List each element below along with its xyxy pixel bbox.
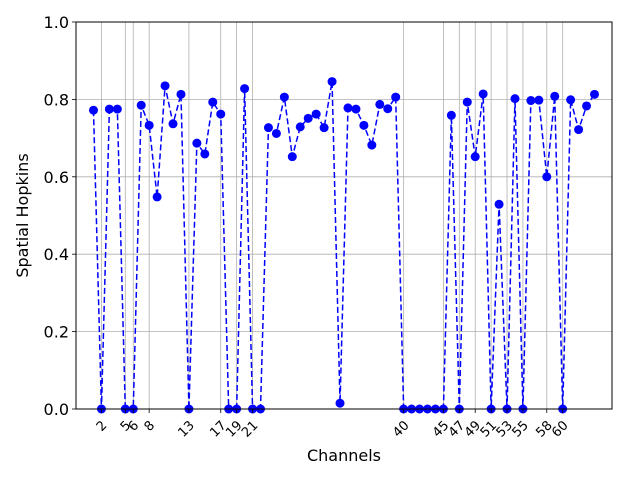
data-point — [271, 128, 281, 138]
data-point — [446, 110, 456, 120]
series-line — [92, 81, 596, 410]
y-tick-label: 0.6 — [44, 168, 69, 187]
y-axis-label: Spatial Hopkins — [13, 153, 32, 277]
plot-frame — [75, 21, 613, 410]
y-tick-label: 0.2 — [44, 323, 69, 342]
data-point — [144, 120, 154, 130]
data-point — [574, 125, 584, 135]
data-point — [295, 122, 305, 132]
data-point — [104, 104, 114, 114]
data-point — [351, 104, 361, 114]
data-point — [534, 95, 544, 105]
data-point — [478, 89, 488, 99]
data-point — [470, 152, 480, 162]
data-point — [263, 123, 273, 133]
data-point — [112, 104, 122, 114]
data-point — [200, 149, 210, 159]
data-point — [566, 95, 576, 105]
data-point — [550, 91, 560, 101]
data-point — [216, 109, 226, 119]
data-point — [582, 101, 592, 111]
data-point — [343, 103, 353, 113]
data-point — [303, 113, 313, 123]
data-point — [383, 104, 393, 114]
data-point — [176, 89, 186, 99]
y-tick-label: 0.0 — [44, 400, 69, 419]
data-point — [590, 89, 600, 99]
y-tick-label: 0.8 — [44, 90, 69, 109]
y-tick-label: 0.4 — [44, 245, 69, 264]
data-point — [542, 172, 552, 182]
data-point — [160, 81, 170, 91]
series-layer — [88, 77, 600, 414]
x-axis-label: Channels — [307, 446, 381, 465]
data-point — [311, 109, 321, 119]
data-point — [526, 96, 536, 106]
data-point — [319, 123, 329, 133]
y-tick-label: 1.0 — [44, 13, 69, 32]
data-point — [168, 119, 178, 129]
data-point — [240, 84, 250, 94]
data-point — [391, 92, 401, 102]
data-point — [375, 99, 385, 109]
data-point — [88, 105, 98, 115]
data-point — [494, 199, 504, 209]
data-point — [462, 97, 472, 107]
data-point — [192, 138, 202, 148]
data-point — [510, 94, 520, 104]
data-point — [208, 97, 218, 107]
data-point — [367, 140, 377, 150]
data-point — [335, 398, 345, 408]
data-point — [359, 120, 369, 130]
data-point — [279, 92, 289, 102]
data-point — [136, 100, 146, 110]
data-point — [327, 77, 337, 87]
data-point — [152, 192, 162, 202]
data-point — [287, 152, 297, 162]
